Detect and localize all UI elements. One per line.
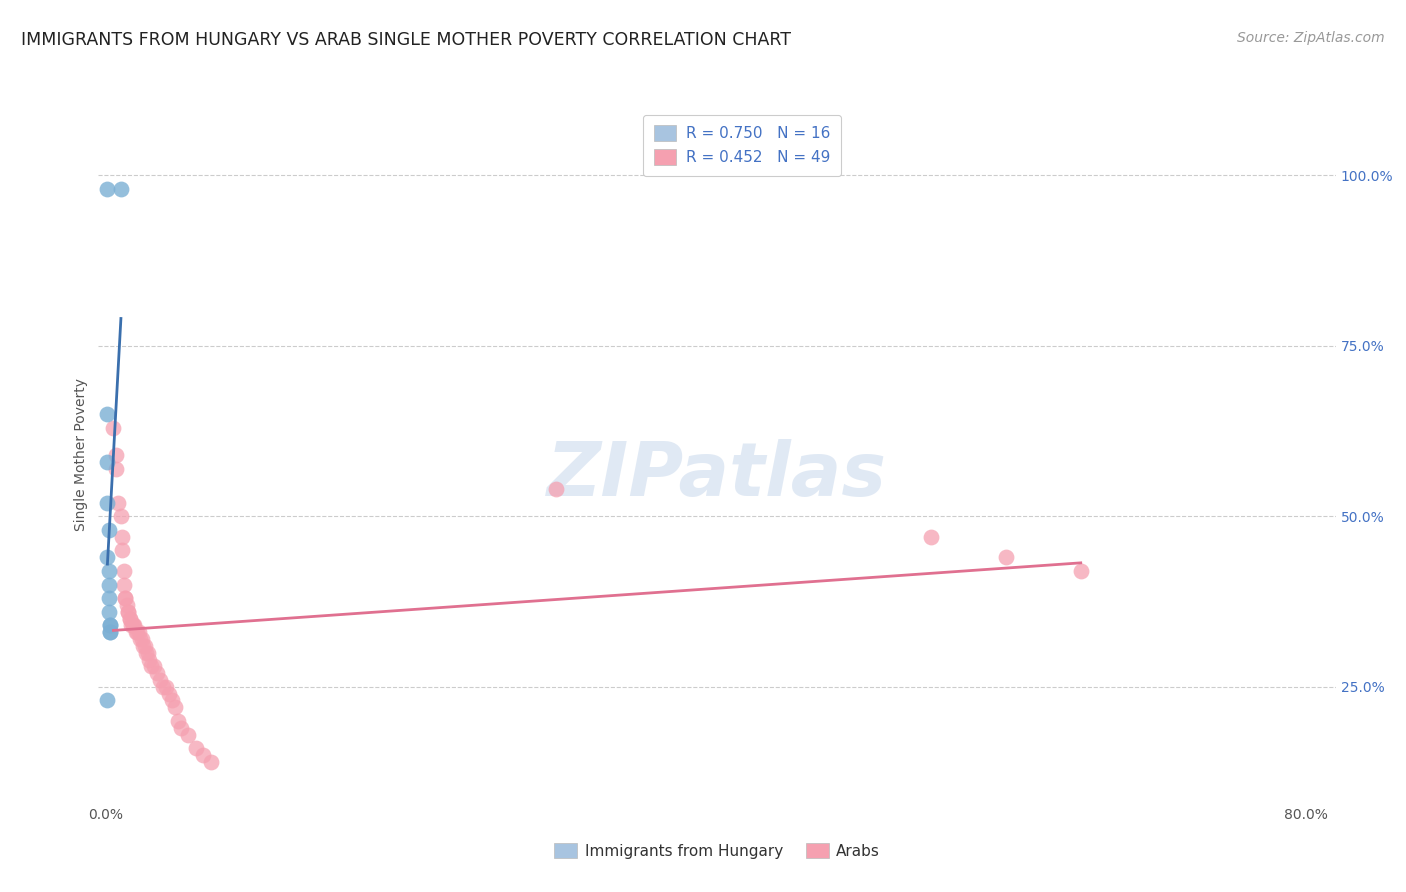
Point bbox=[96, 550, 118, 565]
Point bbox=[100, 618, 122, 632]
Point bbox=[110, 509, 132, 524]
Point bbox=[544, 482, 567, 496]
Point bbox=[111, 530, 134, 544]
Point bbox=[131, 632, 153, 646]
Point bbox=[96, 182, 118, 196]
Point bbox=[97, 591, 120, 606]
Point bbox=[124, 618, 146, 632]
Point bbox=[142, 659, 165, 673]
Point bbox=[96, 407, 118, 421]
Point bbox=[110, 182, 132, 196]
Point bbox=[100, 625, 122, 640]
Point bbox=[96, 496, 118, 510]
Point bbox=[139, 659, 162, 673]
Point bbox=[127, 625, 149, 640]
Text: IMMIGRANTS FROM HUNGARY VS ARAB SINGLE MOTHER POVERTY CORRELATION CHART: IMMIGRANTS FROM HUNGARY VS ARAB SINGLE M… bbox=[21, 31, 792, 49]
Point bbox=[160, 693, 183, 707]
Point bbox=[122, 618, 145, 632]
Point bbox=[114, 591, 136, 606]
Point bbox=[134, 639, 156, 653]
Point bbox=[920, 530, 942, 544]
Point bbox=[105, 448, 128, 462]
Point bbox=[117, 605, 139, 619]
Point bbox=[117, 605, 139, 619]
Point bbox=[149, 673, 172, 687]
Point bbox=[118, 612, 141, 626]
Point bbox=[118, 612, 141, 626]
Point bbox=[170, 721, 193, 735]
Legend: Immigrants from Hungary, Arabs: Immigrants from Hungary, Arabs bbox=[548, 837, 886, 864]
Text: ZIPatlas: ZIPatlas bbox=[547, 439, 887, 512]
Point bbox=[96, 693, 118, 707]
Point bbox=[146, 666, 169, 681]
Text: Source: ZipAtlas.com: Source: ZipAtlas.com bbox=[1237, 31, 1385, 45]
Point bbox=[103, 420, 125, 434]
Point bbox=[97, 605, 120, 619]
Point bbox=[111, 543, 134, 558]
Point bbox=[136, 646, 159, 660]
Point bbox=[155, 680, 177, 694]
Point bbox=[157, 687, 180, 701]
Point bbox=[167, 714, 190, 728]
Point bbox=[163, 700, 186, 714]
Point bbox=[100, 625, 122, 640]
Point bbox=[177, 728, 200, 742]
Point bbox=[105, 461, 128, 475]
Point bbox=[135, 646, 157, 660]
Y-axis label: Single Mother Poverty: Single Mother Poverty bbox=[75, 378, 89, 532]
Point bbox=[1070, 564, 1092, 578]
Point bbox=[97, 577, 120, 591]
Point bbox=[100, 618, 122, 632]
Point bbox=[132, 639, 155, 653]
Point bbox=[184, 741, 207, 756]
Point bbox=[112, 577, 135, 591]
Point bbox=[122, 618, 145, 632]
Point bbox=[200, 755, 222, 769]
Point bbox=[129, 632, 152, 646]
Point bbox=[115, 598, 138, 612]
Point bbox=[152, 680, 174, 694]
Point bbox=[193, 747, 215, 762]
Point bbox=[125, 625, 148, 640]
Point bbox=[994, 550, 1017, 565]
Point bbox=[107, 496, 129, 510]
Point bbox=[114, 591, 136, 606]
Point bbox=[97, 564, 120, 578]
Point bbox=[97, 523, 120, 537]
Point bbox=[138, 652, 160, 666]
Point bbox=[128, 625, 150, 640]
Point bbox=[120, 618, 142, 632]
Point bbox=[96, 455, 118, 469]
Point bbox=[112, 564, 135, 578]
